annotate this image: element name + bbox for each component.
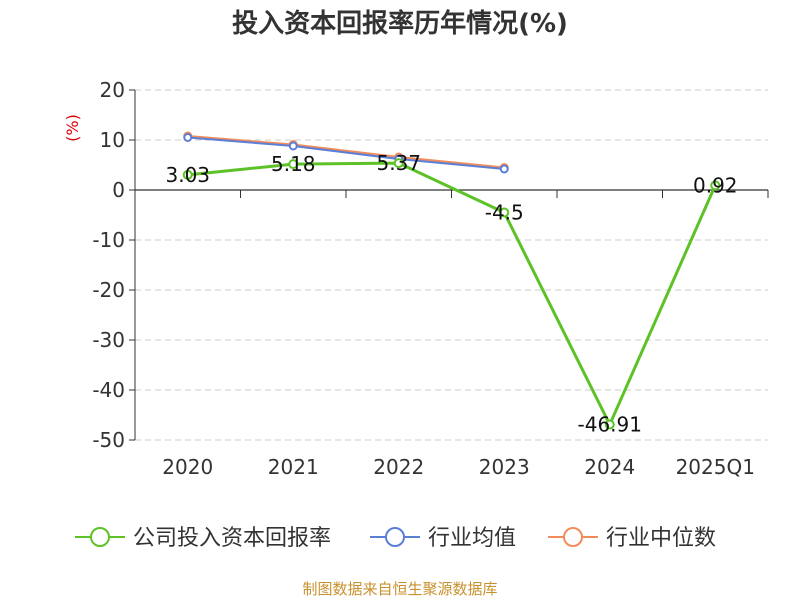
- y-tick-label: -30: [92, 328, 125, 352]
- x-tick-label: 2022: [373, 455, 424, 479]
- legend-item: 行业均值: [370, 526, 516, 551]
- y-axis-unit-label: (%): [63, 114, 82, 142]
- data-label: 0.92: [693, 173, 738, 197]
- series-line: [187, 161, 717, 427]
- legend-label: 公司投入资本回报率: [133, 526, 331, 551]
- data-label: 5.37: [376, 151, 421, 175]
- legend-item: 行业中位数: [548, 526, 716, 551]
- x-tick-label: 2020: [162, 455, 213, 479]
- data-label: 3.03: [165, 163, 210, 187]
- legend-item: 公司投入资本回报率: [75, 526, 331, 551]
- x-tick-label: 2024: [584, 455, 635, 479]
- y-tick-label: 20: [100, 78, 125, 102]
- grid-lines: [135, 89, 768, 441]
- series-point: [604, 419, 615, 430]
- series-point: [499, 164, 509, 174]
- chart-title: 投入资本回报率历年情况(%): [232, 8, 568, 39]
- data-label: 5.18: [271, 152, 316, 176]
- y-tick-label: -10: [92, 228, 125, 252]
- legend-swatch-marker: [563, 527, 583, 547]
- y-tick-label: 0: [112, 178, 125, 202]
- y-tick-label: -50: [92, 428, 125, 452]
- series-point: [710, 180, 721, 191]
- legend-swatch-marker: [90, 527, 110, 547]
- series-point: [183, 133, 193, 142]
- series-point: [499, 207, 510, 218]
- series-point: [182, 169, 193, 180]
- y-tick-label: 10: [100, 128, 125, 152]
- axes: 20 10 0 -10 -20 -30 -40 -50 2020 2021 2022 2023 2024…: [92, 78, 769, 479]
- series-point: [288, 159, 299, 170]
- y-tick-label: -40: [92, 378, 125, 402]
- x-tick-label: 2023: [479, 455, 530, 479]
- source-note: 制图数据来自恒生聚源数据库: [302, 580, 497, 598]
- legend-label: 行业中位数: [606, 526, 716, 551]
- series-line: [187, 136, 505, 170]
- series-0: [182, 158, 721, 430]
- series-1: [183, 133, 509, 174]
- series-point: [393, 158, 404, 169]
- y-tick-label: -20: [92, 278, 125, 302]
- series-point: [288, 141, 298, 151]
- legend-swatch-marker: [385, 527, 405, 547]
- series-line: [187, 135, 505, 169]
- data-label: -46.91: [578, 413, 642, 437]
- x-tick-label: 2021: [268, 455, 319, 479]
- data-labels: 3.03 5.18 5.37 -4.5 -46.91 0.92: [165, 151, 737, 436]
- series-lines: [182, 131, 721, 430]
- data-label: -4.5: [485, 201, 524, 225]
- legend: 公司投入资本回报率 行业均值 行业中位数: [75, 526, 716, 551]
- x-tick-label: 2025Q1: [676, 455, 755, 479]
- legend-label: 行业均值: [428, 526, 516, 551]
